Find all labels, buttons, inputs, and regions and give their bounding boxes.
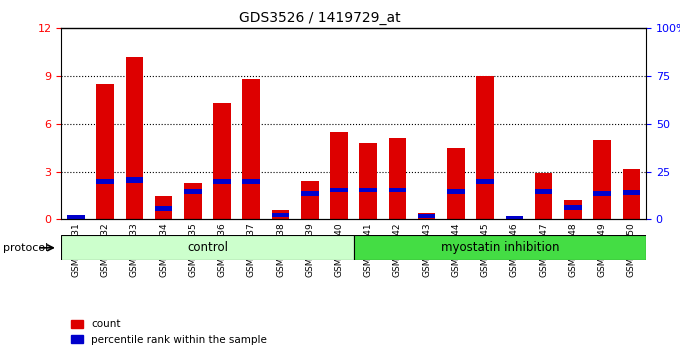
Bar [330,132,347,219]
Bar [506,218,523,219]
Bar [594,140,611,219]
Bar [330,188,347,193]
Bar [418,215,435,218]
Bar [535,173,552,219]
Bar [535,189,552,194]
Bar [477,178,494,184]
Bar [67,216,84,219]
Legend: count, percentile rank within the sample: count, percentile rank within the sample [67,315,271,349]
Bar [214,179,231,184]
Bar [477,76,494,219]
Bar [418,213,435,219]
Bar [126,177,143,183]
Bar [301,191,318,195]
Bar [623,190,640,195]
Bar [447,189,464,194]
Bar [447,148,464,219]
FancyBboxPatch shape [354,235,646,260]
Bar [594,191,611,195]
Bar [506,216,523,219]
Text: control: control [187,241,228,254]
Text: myostatin inhibition: myostatin inhibition [441,241,559,254]
Bar [243,79,260,219]
FancyBboxPatch shape [61,235,354,260]
Bar [301,181,318,219]
Bar [360,188,377,193]
Bar [214,103,231,219]
Bar [389,138,406,219]
Bar [272,210,289,219]
Bar [155,206,172,211]
Bar [360,143,377,219]
Bar [623,169,640,219]
Bar [155,195,172,219]
Bar [184,183,201,219]
Bar [243,178,260,184]
Bar [564,205,581,210]
Bar [97,84,114,219]
Bar [184,189,201,194]
Bar [389,188,406,193]
Bar [564,200,581,219]
Text: protocol: protocol [3,243,49,253]
Bar [272,213,289,217]
Bar [97,179,114,184]
Text: GDS3526 / 1419729_at: GDS3526 / 1419729_at [239,11,401,25]
Bar [126,57,143,219]
